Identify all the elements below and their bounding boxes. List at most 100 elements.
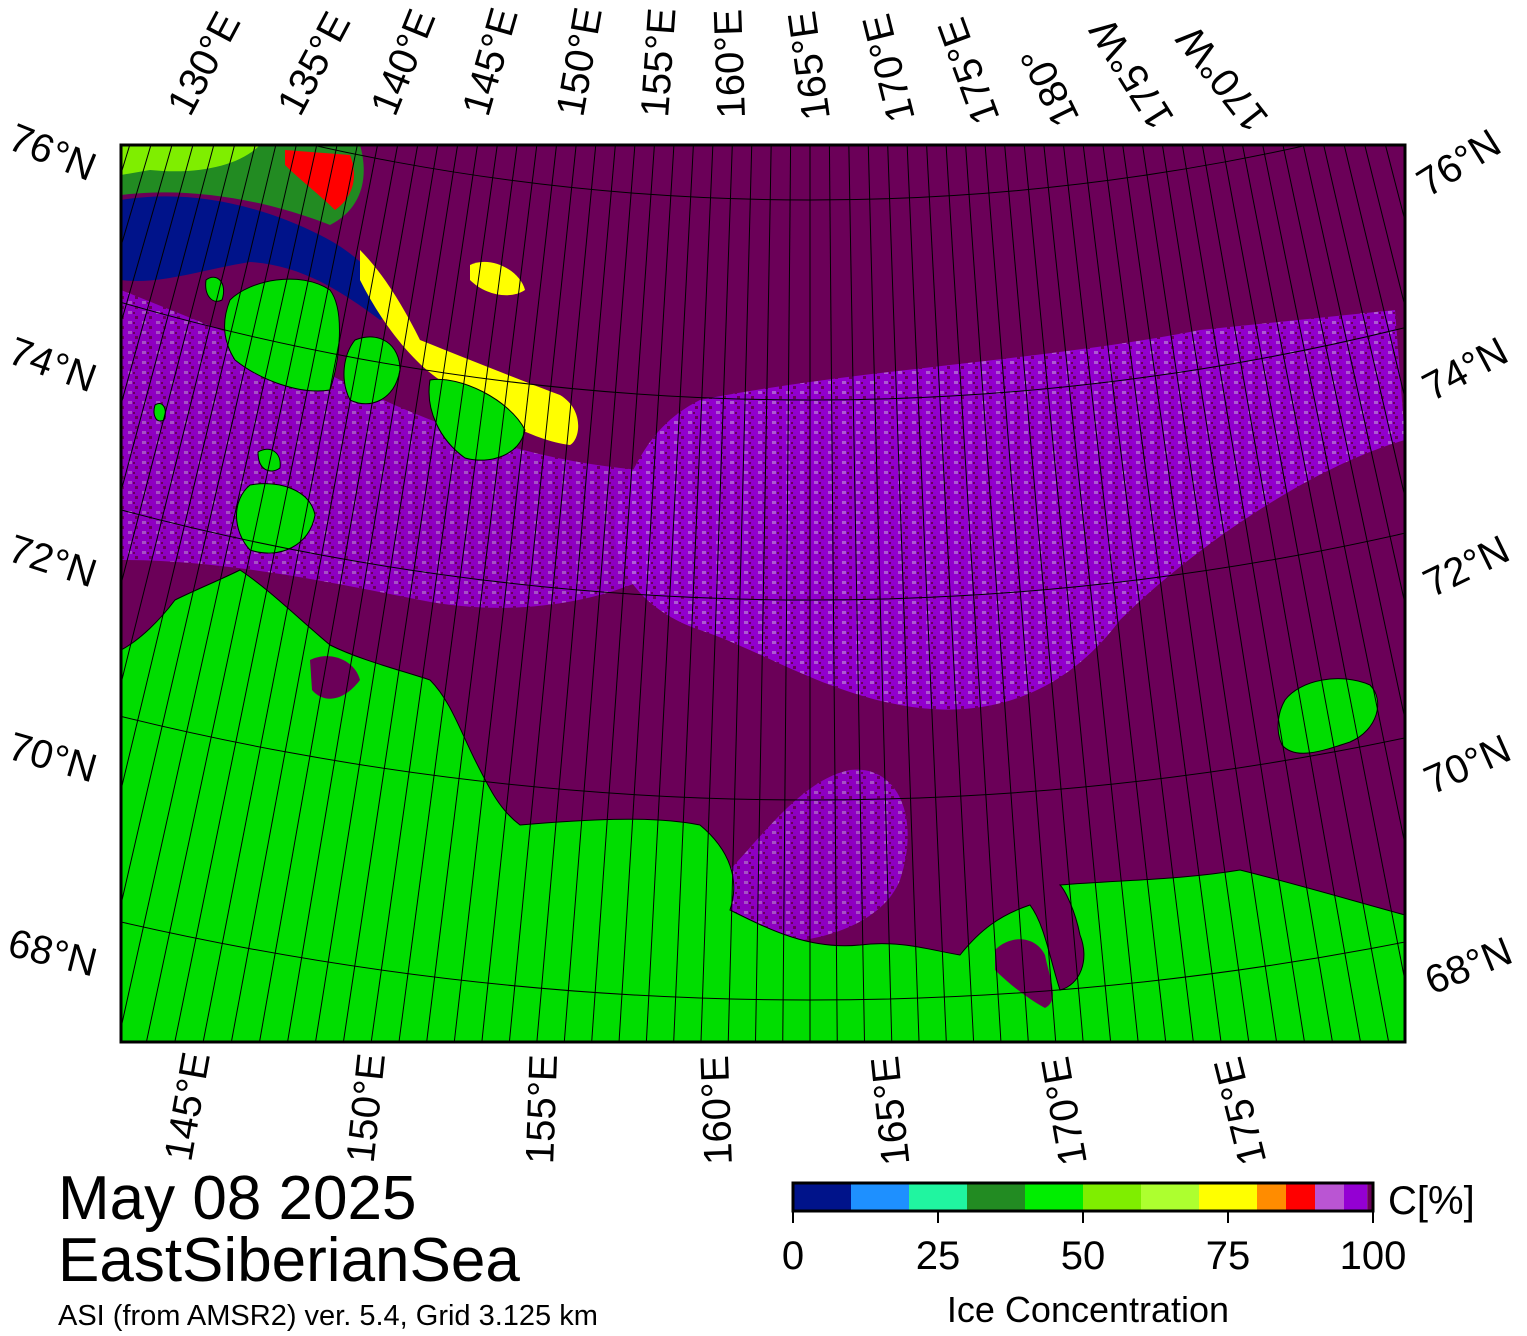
bottom-longitude-label: 150°E	[339, 1051, 394, 1164]
meridian-line	[673, 145, 714, 1042]
left-latitude-label: 70°N	[4, 724, 102, 791]
bottom-longitude-label: 165°E	[863, 1054, 918, 1167]
meridian-line	[618, 145, 675, 1042]
meridian-line	[1241, 145, 1405, 984]
left-latitude-label: 74°N	[3, 329, 102, 401]
colorbar-segment	[1083, 1183, 1141, 1211]
meridian-line	[1102, 145, 1222, 1042]
new-siberia-island	[343, 336, 401, 405]
colorbar-segment	[1199, 1183, 1257, 1211]
top-longitude-label: 135°E	[269, 5, 359, 122]
meridian-line	[1302, 145, 1405, 607]
small-island-c	[205, 276, 224, 302]
colorbar-segment	[1257, 1183, 1286, 1211]
top-longitude-label: 160°E	[706, 8, 754, 119]
colorbar-tick-label: 25	[916, 1234, 961, 1278]
meridian-line	[121, 145, 236, 587]
polynya-red-edge	[285, 150, 355, 210]
meridian-line	[202, 145, 379, 1042]
colorbar-tick-label: 0	[782, 1234, 804, 1278]
meridian-line	[1043, 145, 1139, 1042]
meridian-line	[1063, 145, 1167, 1042]
meridian-line	[867, 145, 893, 1042]
meridian-line	[370, 145, 498, 1042]
top-longitude-labels: 130°E 135°E 140°E 145°E 150°E 155°E 160°E 165°E…	[159, 3, 1277, 139]
top-longitude-label: 175°E	[930, 12, 1009, 130]
top-longitude-label: 145°E	[454, 3, 526, 120]
colorbar-title: Ice Concentration	[947, 1289, 1229, 1330]
meridian-line	[230, 145, 399, 1042]
meridian-line	[591, 145, 655, 1042]
meridian-line	[1384, 145, 1405, 223]
meridian-line	[965, 145, 1029, 1042]
meridian-line	[1364, 145, 1405, 309]
colorbar-tick-label: 75	[1206, 1234, 1251, 1278]
left-latitude-label: 76°N	[3, 116, 102, 190]
meridian-line	[1262, 145, 1405, 848]
meridian-line	[536, 145, 616, 1042]
colorbar-segment	[1025, 1183, 1083, 1211]
meridian-line	[315, 145, 459, 1042]
meridian-line	[145, 145, 338, 1042]
meridian-line	[453, 145, 557, 1042]
meridian-line	[926, 145, 975, 1042]
colorbar-segment	[1141, 1183, 1199, 1211]
meridian-line	[121, 145, 256, 686]
meridian-line	[508, 145, 597, 1042]
colorbar-tick-label: 50	[1061, 1234, 1106, 1278]
meridian-line	[1023, 145, 1112, 1042]
meridian-line	[782, 145, 792, 1042]
colorbar-segment	[909, 1183, 967, 1211]
top-longitude-label: 140°E	[363, 3, 445, 121]
meridian-line	[1181, 145, 1333, 1042]
colorbar-segment	[851, 1183, 909, 1211]
meridian-line	[121, 145, 173, 325]
top-longitude-label: 155°E	[633, 6, 685, 118]
meridian-line	[1004, 145, 1084, 1042]
meridian-line	[121, 145, 215, 494]
bottom-longitude-label: 145°E	[157, 1049, 219, 1164]
bottom-longitude-label: 175°E	[1206, 1053, 1275, 1170]
meridian-line	[121, 145, 277, 793]
top-longitude-label: 180°	[1012, 40, 1088, 134]
colorbar-segment	[1344, 1183, 1368, 1211]
top-longitude-label: 175°W	[1081, 11, 1182, 137]
region-label: EastSiberianSea	[58, 1226, 520, 1295]
graticule	[121, 145, 1405, 1042]
bottom-longitude-label: 170°E	[1034, 1053, 1096, 1168]
colorbar-segment	[967, 1183, 1025, 1211]
polynya-small	[470, 261, 525, 296]
meridian-line	[174, 145, 358, 1042]
meridian-line	[755, 145, 772, 1042]
meridian-line	[121, 145, 297, 907]
top-longitude-label: 165°E	[780, 8, 839, 122]
meridian-line	[727, 145, 753, 1042]
bottom-longitude-label: 160°E	[693, 1055, 741, 1166]
small-island-a	[257, 448, 281, 472]
right-latitude-label: 72°N	[1417, 527, 1517, 606]
date-label: May 08 2025	[58, 1164, 417, 1233]
polynya-yellow	[360, 250, 579, 445]
meridian-line	[1343, 145, 1405, 401]
right-latitude-label: 76°N	[1409, 121, 1508, 206]
top-longitude-label: 150°E	[549, 4, 611, 119]
source-label: ASI (from AMSR2) ver. 5.4, Grid 3.125 km	[58, 1300, 598, 1332]
small-island-b	[153, 403, 166, 422]
meridian-line	[1082, 145, 1194, 1042]
coastal-inlet	[310, 656, 360, 699]
mixed-ice-green	[121, 145, 260, 175]
colorbar-tick-label: 100	[1340, 1234, 1407, 1278]
meridian-line	[645, 145, 694, 1042]
right-latitude-label: 74°N	[1416, 329, 1516, 410]
meridian-line	[563, 145, 636, 1042]
meridian-line	[121, 145, 318, 1031]
map-frame	[119, 143, 1407, 1044]
bolshoy-lyakhovsky-island	[236, 483, 316, 554]
ice-band-central	[614, 310, 1405, 710]
meridian-line	[828, 145, 838, 1042]
right-latitude-labels: 76°N 74°N 72°N 70°N 68°N	[1409, 121, 1518, 1003]
bottom-longitude-label: 155°E	[518, 1054, 566, 1165]
meridian-line	[887, 145, 920, 1042]
meridian-line	[287, 145, 439, 1042]
